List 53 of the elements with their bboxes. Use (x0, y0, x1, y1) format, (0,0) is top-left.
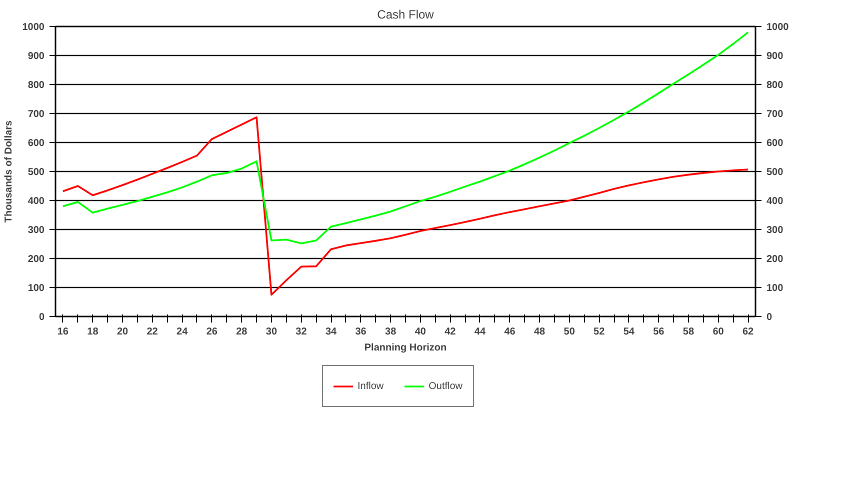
x-tick-label: 32 (296, 326, 308, 338)
x-tick-label: 24 (176, 326, 188, 338)
y-axis-title: Thousands of Dollars (3, 120, 14, 223)
legend-label: Inflow (357, 380, 384, 392)
x-tick-label: 22 (146, 326, 158, 338)
x-tick-label: 16 (57, 326, 69, 338)
y-tick-label: 300 (28, 225, 45, 236)
x-tick-label: 54 (623, 326, 635, 338)
y-tick-label: 0 (38, 312, 45, 323)
x-tick-label: 44 (474, 326, 486, 338)
y2-tick-label: 600 (766, 138, 784, 149)
x-tick-label: 60 (712, 326, 724, 338)
y2-tick-label: 500 (766, 167, 784, 178)
x-tick-label: 34 (325, 326, 338, 338)
line-series (62, 31, 749, 244)
x-tick-label: 30 (266, 326, 278, 338)
y2-tick-label: 700 (766, 109, 784, 120)
y-tick-label: 100 (28, 283, 45, 294)
y-tick-label: 200 (28, 254, 45, 265)
x-tick-label: 48 (534, 326, 546, 338)
y-tick-label: 700 (28, 109, 45, 120)
x-tick-label: 42 (444, 326, 456, 338)
x-tick-label: 50 (564, 326, 576, 338)
x-tick-label: 28 (236, 326, 248, 338)
y2-tick-label: 1000 (766, 22, 790, 33)
y2-tick-label: 100 (766, 283, 784, 294)
x-tick-label: 52 (594, 326, 606, 338)
x-tick-label: 26 (206, 326, 218, 338)
x-tick-label: 36 (355, 326, 367, 338)
y-tick-label: 800 (28, 80, 45, 91)
y2-tick-label: 400 (766, 196, 784, 207)
x-tick-label: 38 (385, 326, 397, 338)
x-tick-label: 58 (682, 326, 694, 338)
y2-tick-label: 900 (766, 51, 784, 62)
y-tick-label: 600 (28, 138, 45, 149)
x-tick-label: 20 (116, 326, 129, 338)
y2-tick-label: 300 (766, 225, 784, 236)
y2-tick-label: 800 (766, 80, 784, 91)
y-tick-label: 900 (28, 51, 45, 62)
y2-tick-label: 0 (766, 312, 772, 323)
y-tick-label: 1000 (22, 22, 45, 33)
x-tick-label: 18 (87, 326, 99, 338)
line-series (62, 116, 749, 296)
x-tick-label: 56 (653, 326, 665, 338)
x-tick-label: 62 (742, 326, 754, 338)
x-axis-title: Planning Horizon (364, 342, 447, 354)
y-tick-label: 400 (28, 196, 45, 207)
legend-label: Outflow (428, 380, 463, 392)
y2-tick-label: 200 (766, 254, 784, 265)
x-tick-label: 46 (504, 326, 516, 338)
chart-title: Cash Flow (377, 8, 434, 22)
y-tick-label: 500 (28, 167, 45, 178)
x-tick-label: 40 (414, 326, 426, 338)
